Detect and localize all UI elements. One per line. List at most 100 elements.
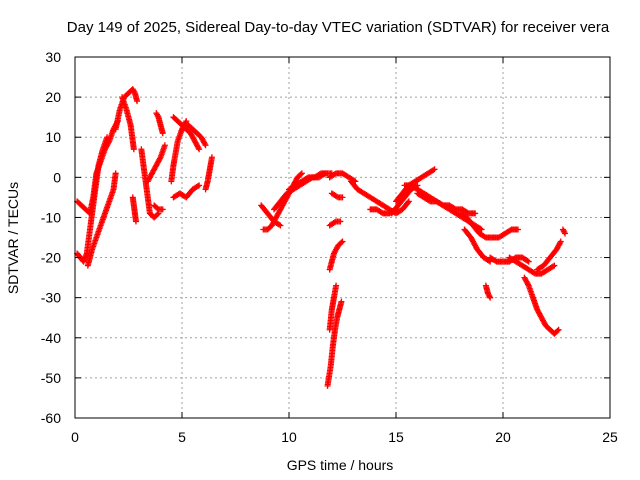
- x-tick-label: 5: [178, 429, 186, 445]
- series-track-22: [326, 238, 346, 273]
- data-point: [131, 88, 138, 95]
- series-track-15: [202, 154, 215, 193]
- data-point: [430, 167, 437, 174]
- data-point: [298, 170, 305, 177]
- series-track-5: [119, 94, 137, 153]
- x-tick-label: 20: [495, 429, 511, 445]
- y-tick-label: -10: [41, 209, 61, 225]
- data-points: [74, 86, 569, 389]
- series-track-10: [151, 202, 166, 213]
- data-point: [297, 171, 304, 178]
- data-point: [551, 262, 558, 269]
- data-point: [554, 327, 561, 334]
- series-track-3: [84, 170, 119, 269]
- data-point: [201, 140, 208, 147]
- data-point: [159, 130, 166, 137]
- data-point: [339, 238, 346, 245]
- series-track-9: [153, 110, 166, 137]
- data-point: [524, 257, 531, 264]
- data-point: [405, 198, 412, 205]
- data-point: [472, 210, 479, 217]
- data-point: [276, 221, 283, 228]
- data-point: [183, 118, 190, 125]
- data-point: [105, 139, 112, 146]
- data-point: [154, 112, 161, 119]
- series-track-17: [258, 202, 284, 229]
- data-point: [159, 206, 166, 213]
- data-point: [524, 281, 531, 288]
- data-point: [555, 326, 562, 333]
- data-point: [550, 263, 557, 270]
- series-track-20: [324, 298, 345, 389]
- series-track-21: [326, 282, 340, 333]
- data-point: [202, 142, 209, 149]
- series-track-13: [181, 122, 209, 149]
- data-point: [194, 183, 201, 190]
- data-point: [156, 155, 163, 162]
- y-tick-label: -40: [41, 330, 61, 346]
- x-axis-label: GPS time / hours: [287, 457, 394, 473]
- data-point: [132, 218, 139, 225]
- x-tick-label: 25: [602, 429, 618, 445]
- data-point: [208, 154, 215, 161]
- series-track-19: [286, 170, 335, 193]
- data-point: [339, 194, 346, 201]
- data-point: [196, 146, 203, 153]
- data-point: [487, 294, 494, 301]
- data-point: [196, 182, 203, 189]
- data-point: [154, 211, 161, 218]
- data-point: [277, 222, 284, 229]
- data-point: [514, 226, 521, 233]
- data-point: [404, 199, 411, 206]
- series-track-7: [138, 146, 162, 221]
- chart-title: Day 149 of 2025, Sidereal Day-to-day VTE…: [67, 19, 610, 36]
- y-tick-label: -50: [41, 370, 61, 386]
- data-point: [134, 98, 141, 105]
- series-track-14: [170, 182, 203, 201]
- data-point: [333, 282, 340, 289]
- data-point: [337, 218, 344, 225]
- series-track-23: [326, 218, 344, 229]
- series-track-24: [328, 190, 346, 201]
- data-point: [557, 239, 564, 246]
- series-track-33: [461, 226, 494, 265]
- data-point: [130, 146, 137, 153]
- x-tick-label: 15: [388, 429, 404, 445]
- series-track-8: [144, 142, 168, 185]
- y-tick-label: 0: [53, 169, 61, 185]
- series-track-34: [482, 282, 494, 301]
- y-tick-label: -20: [41, 250, 61, 266]
- y-axis-label: SDTVAR / TECUs: [5, 182, 21, 294]
- y-tick-label: 30: [45, 49, 61, 65]
- data-point: [195, 144, 202, 151]
- data-point: [333, 193, 340, 200]
- data-point: [431, 166, 438, 173]
- axis-ticks: 0 5 10 15 20 25 -60 -50 -40 -30 -20 -10 0 10 20 30: [41, 49, 618, 445]
- series-track-32: [457, 210, 521, 241]
- data-point: [557, 238, 564, 245]
- x-tick-label: 0: [71, 429, 79, 445]
- series-track-6: [129, 194, 139, 225]
- series-track-39: [559, 226, 569, 237]
- y-tick-label: 20: [45, 89, 61, 105]
- data-point: [161, 142, 168, 149]
- data-point: [338, 298, 345, 305]
- data-point: [338, 239, 345, 246]
- series-track-2: [74, 118, 121, 217]
- grid: [75, 57, 610, 418]
- series-track-38: [534, 238, 564, 273]
- y-tick-label: -60: [41, 410, 61, 426]
- data-point: [331, 219, 338, 226]
- y-tick-label: 10: [45, 129, 61, 145]
- data-point: [486, 293, 493, 300]
- data-point: [525, 258, 532, 265]
- series-track-37: [521, 274, 562, 337]
- data-point: [561, 229, 568, 236]
- series-track-31: [414, 190, 479, 217]
- data-point: [112, 170, 119, 177]
- x-tick-label: 10: [281, 429, 297, 445]
- data-point: [562, 230, 569, 237]
- plot-frame: [74, 56, 611, 419]
